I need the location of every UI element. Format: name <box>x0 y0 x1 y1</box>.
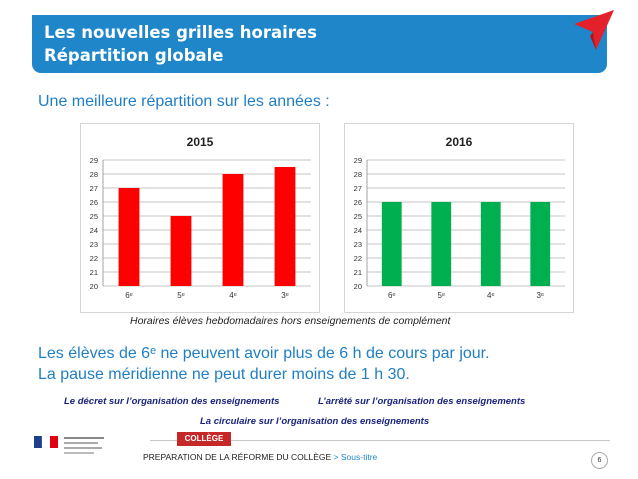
footer-separator: > <box>333 452 339 462</box>
y-tick-label: 23 <box>90 240 98 249</box>
y-tick-label: 20 <box>354 282 362 291</box>
bar <box>118 188 140 286</box>
footer-text: PREPARATION DE LA RÉFORME DU COLLÈGE > S… <box>143 452 377 462</box>
y-tick-label: 22 <box>90 254 98 263</box>
paper-plane-icon <box>574 10 614 50</box>
y-tick-label: 24 <box>354 226 362 235</box>
page-number: 6 <box>591 452 608 469</box>
paragraph-line-1: Les élèves de 6ᵉ ne peuvent avoir plus d… <box>38 345 490 362</box>
bar <box>530 202 551 286</box>
title-line-1: Les nouvelles grilles horaires <box>44 23 317 42</box>
link-circulaire[interactable]: La circulaire sur l’organisation des ens… <box>200 416 430 427</box>
x-tick-label: 3ᵉ <box>537 291 544 300</box>
republique-francaise-logo <box>34 435 104 454</box>
x-tick-label: 3ᵉ <box>281 291 288 300</box>
bar <box>381 202 402 286</box>
y-tick-label: 26 <box>354 198 362 207</box>
paragraph-line-2: La pause méridienne ne peut durer moins … <box>38 366 410 383</box>
y-tick-label: 29 <box>354 156 362 165</box>
footer-main: PREPARATION DE LA RÉFORME DU COLLÈGE <box>143 452 332 462</box>
bar <box>480 202 501 286</box>
y-tick-label: 20 <box>90 282 98 291</box>
college-badge: COLLÈGE <box>177 432 231 446</box>
y-tick-label: 21 <box>90 268 98 277</box>
y-tick-label: 25 <box>90 212 98 221</box>
chart-2015: 2015 20 21 22 23 24 25 26 27 28 29 6ᵉ 5ᵉ 4ᵉ 3ᵉ <box>80 123 320 313</box>
chart-title: 2016 <box>446 135 473 149</box>
subtitle: Une meilleure répartition sur les années… <box>38 93 330 110</box>
bar <box>431 202 452 286</box>
footer-divider <box>150 440 610 441</box>
bar <box>170 216 192 286</box>
y-tick-label: 29 <box>90 156 98 165</box>
y-tick-label: 28 <box>90 170 98 179</box>
y-tick-label: 21 <box>354 268 362 277</box>
chart-title: 2015 <box>187 135 214 149</box>
y-tick-label: 28 <box>354 170 362 179</box>
y-tick-label: 27 <box>354 184 362 193</box>
x-tick-label: 5ᵉ <box>177 291 184 300</box>
bar <box>274 167 296 286</box>
x-tick-label: 4ᵉ <box>229 291 236 300</box>
link-arrete[interactable]: L’arrêté sur l’organisation des enseigne… <box>318 396 526 407</box>
link-decret[interactable]: Le décret sur l’organisation des enseign… <box>64 396 280 407</box>
title-line-2: Répartition globale <box>44 46 224 65</box>
x-tick-label: 6ᵉ <box>125 291 132 300</box>
x-tick-label: 6ᵉ <box>388 291 395 300</box>
y-tick-label: 26 <box>90 198 98 207</box>
y-tick-label: 22 <box>354 254 362 263</box>
chart-caption: Horaires élèves hebdomadaires hors ensei… <box>130 315 451 327</box>
x-tick-label: 5ᵉ <box>438 291 445 300</box>
footer-subtitle: Sous-titre <box>340 452 378 462</box>
y-tick-label: 24 <box>90 226 98 235</box>
chart-2016: 2016 20 21 22 23 24 25 26 27 28 29 6ᵉ 5ᵉ 4ᵉ 3ᵉ <box>344 123 574 313</box>
bar <box>222 174 244 286</box>
y-tick-label: 25 <box>354 212 362 221</box>
title-banner: Les nouvelles grilles horaires Répartiti… <box>32 15 607 73</box>
chart-svg: 2016 20 21 22 23 24 25 26 27 28 29 6ᵉ 5ᵉ 4ᵉ 3ᵉ <box>354 135 565 300</box>
y-tick-label: 23 <box>354 240 362 249</box>
x-tick-label: 4ᵉ <box>487 291 494 300</box>
chart-svg: 2015 20 21 22 23 24 25 26 27 28 29 6ᵉ 5ᵉ 4ᵉ 3ᵉ <box>90 135 311 300</box>
y-tick-label: 27 <box>90 184 98 193</box>
